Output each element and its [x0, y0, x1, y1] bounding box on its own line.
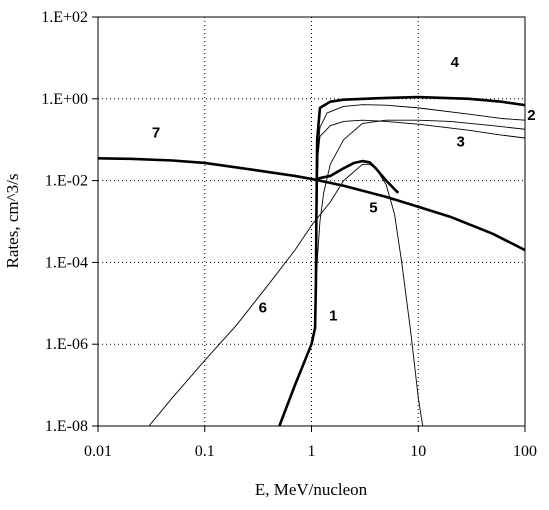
y-axis-title: Rates, cm^3/s	[3, 174, 22, 269]
curve-label-7: 7	[152, 124, 160, 141]
series-line-4	[278, 95, 525, 426]
curve-label-6: 6	[259, 299, 267, 316]
y-tick-label: 1.E-06	[45, 336, 88, 353]
series-line-3	[315, 119, 525, 284]
grid-lines	[98, 17, 525, 426]
series-line-1	[315, 119, 525, 284]
series-line-2	[315, 104, 525, 284]
series-line-5	[315, 159, 400, 194]
series-line-6	[148, 163, 424, 426]
x-tick-label: 1	[308, 443, 316, 460]
tick-labels: 1.E-08 1.E-06 1.E-04 1.E-02 1.E+00 1.E+02 0.01…	[41, 9, 537, 460]
x-tick-label: 0.1	[195, 443, 215, 460]
x-tick-label: 10	[410, 443, 426, 460]
curve-label-3: 3	[457, 134, 465, 151]
curve-label-4: 4	[451, 54, 460, 71]
x-tick-label: 0.01	[84, 443, 112, 460]
y-tick-label: 1.E-08	[45, 418, 88, 435]
x-axis-title: E, MeV/nucleon	[255, 480, 368, 499]
y-tick-label: 1.E+02	[41, 9, 88, 26]
tick-marks	[92, 16, 526, 432]
y-tick-label: 1.E-02	[45, 173, 88, 190]
series-line-7	[98, 157, 525, 252]
y-tick-label: 1.E+00	[41, 91, 88, 108]
curve-label-5: 5	[369, 199, 377, 216]
curve-labels: 1 2 3 4 5 6 7	[152, 54, 536, 325]
curve-label-2: 2	[527, 107, 535, 124]
curve-label-1: 1	[329, 308, 337, 325]
x-tick-label: 100	[513, 443, 537, 460]
y-tick-label: 1.E-04	[45, 254, 88, 271]
series-layer	[98, 95, 525, 426]
